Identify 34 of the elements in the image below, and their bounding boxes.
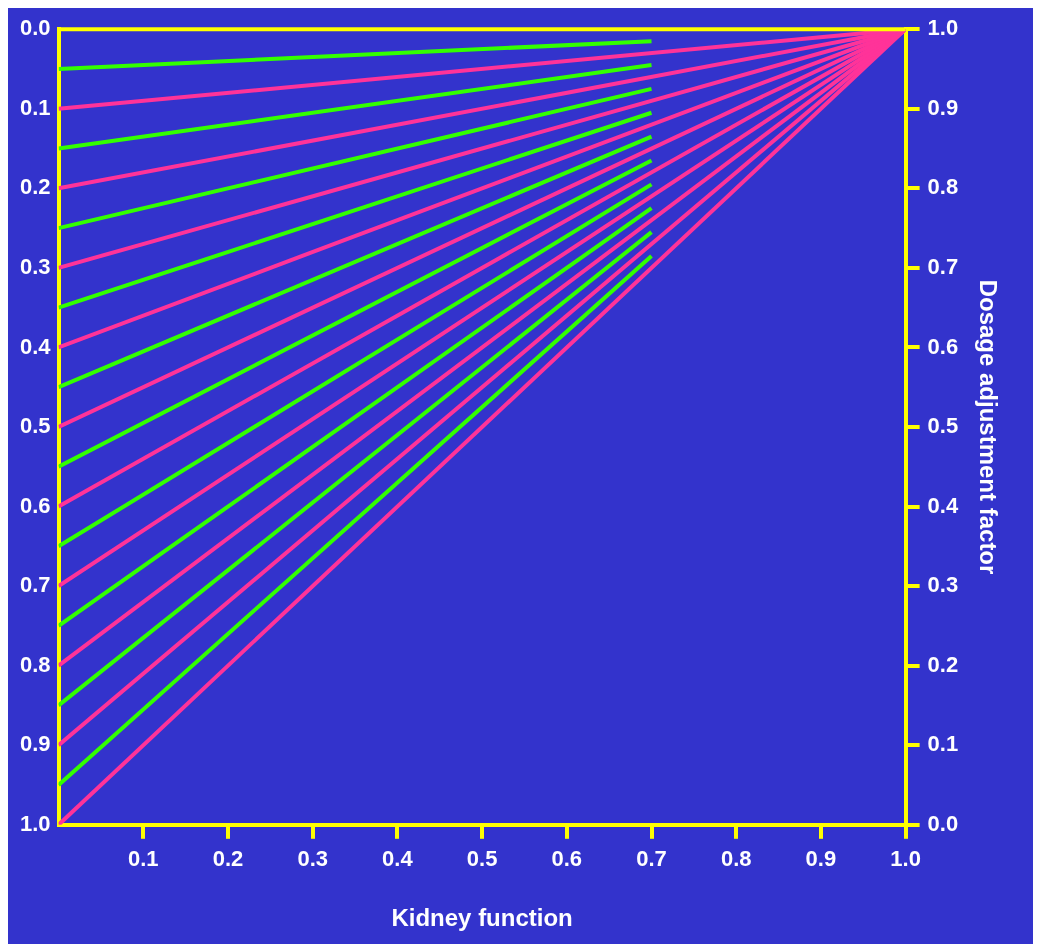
y2-tick-label: 0.0 (927, 810, 959, 836)
x-tick-label: 0.7 (636, 846, 667, 872)
y-tick-label: 0.7 (19, 572, 51, 598)
y-tick-label: 0.8 (19, 651, 51, 677)
x-tick-label: 0.3 (297, 846, 328, 872)
y2-tick-label: 0.7 (927, 253, 959, 279)
x-tick-label: 1.0 (890, 846, 921, 872)
y2-tick-label: 0.6 (927, 333, 959, 359)
x-tick-label: 0.9 (805, 846, 837, 872)
x-axis-title: Kidney function (391, 904, 573, 932)
x-tick-label: 0.1 (127, 846, 159, 872)
x-tick-label: 0.8 (720, 846, 752, 872)
y-tick-label: 0.9 (19, 731, 51, 757)
y-tick-label: 1.0 (19, 810, 51, 836)
y2-tick-label: 0.9 (927, 94, 959, 120)
y-tick-label: 0.1 (19, 94, 51, 120)
x-tick-label: 0.6 (551, 846, 583, 872)
y-tick-label: 0.5 (19, 413, 51, 439)
y2-tick-label: 1.0 (927, 15, 959, 41)
y2-tick-label: 0.8 (927, 174, 959, 200)
y2-axis-title: Dosage adjustment factor (974, 279, 1002, 575)
y2-tick-label: 0.2 (927, 651, 959, 677)
x-tick-label: 0.2 (212, 846, 244, 872)
y-tick-label: 0.4 (19, 333, 52, 359)
y-tick-label: 0.3 (19, 253, 51, 279)
y2-tick-label: 0.4 (927, 492, 959, 518)
y2-tick-label: 0.5 (927, 413, 959, 439)
x-tick-label: 0.5 (466, 846, 498, 872)
x-tick-label: 0.4 (382, 846, 414, 872)
y-tick-label: 0.6 (19, 492, 51, 518)
y2-tick-label: 0.1 (927, 731, 959, 757)
y-tick-label: 0.2 (19, 174, 51, 200)
y-tick-label: 0.0 (19, 15, 51, 41)
y2-tick-label: 0.3 (927, 572, 959, 598)
